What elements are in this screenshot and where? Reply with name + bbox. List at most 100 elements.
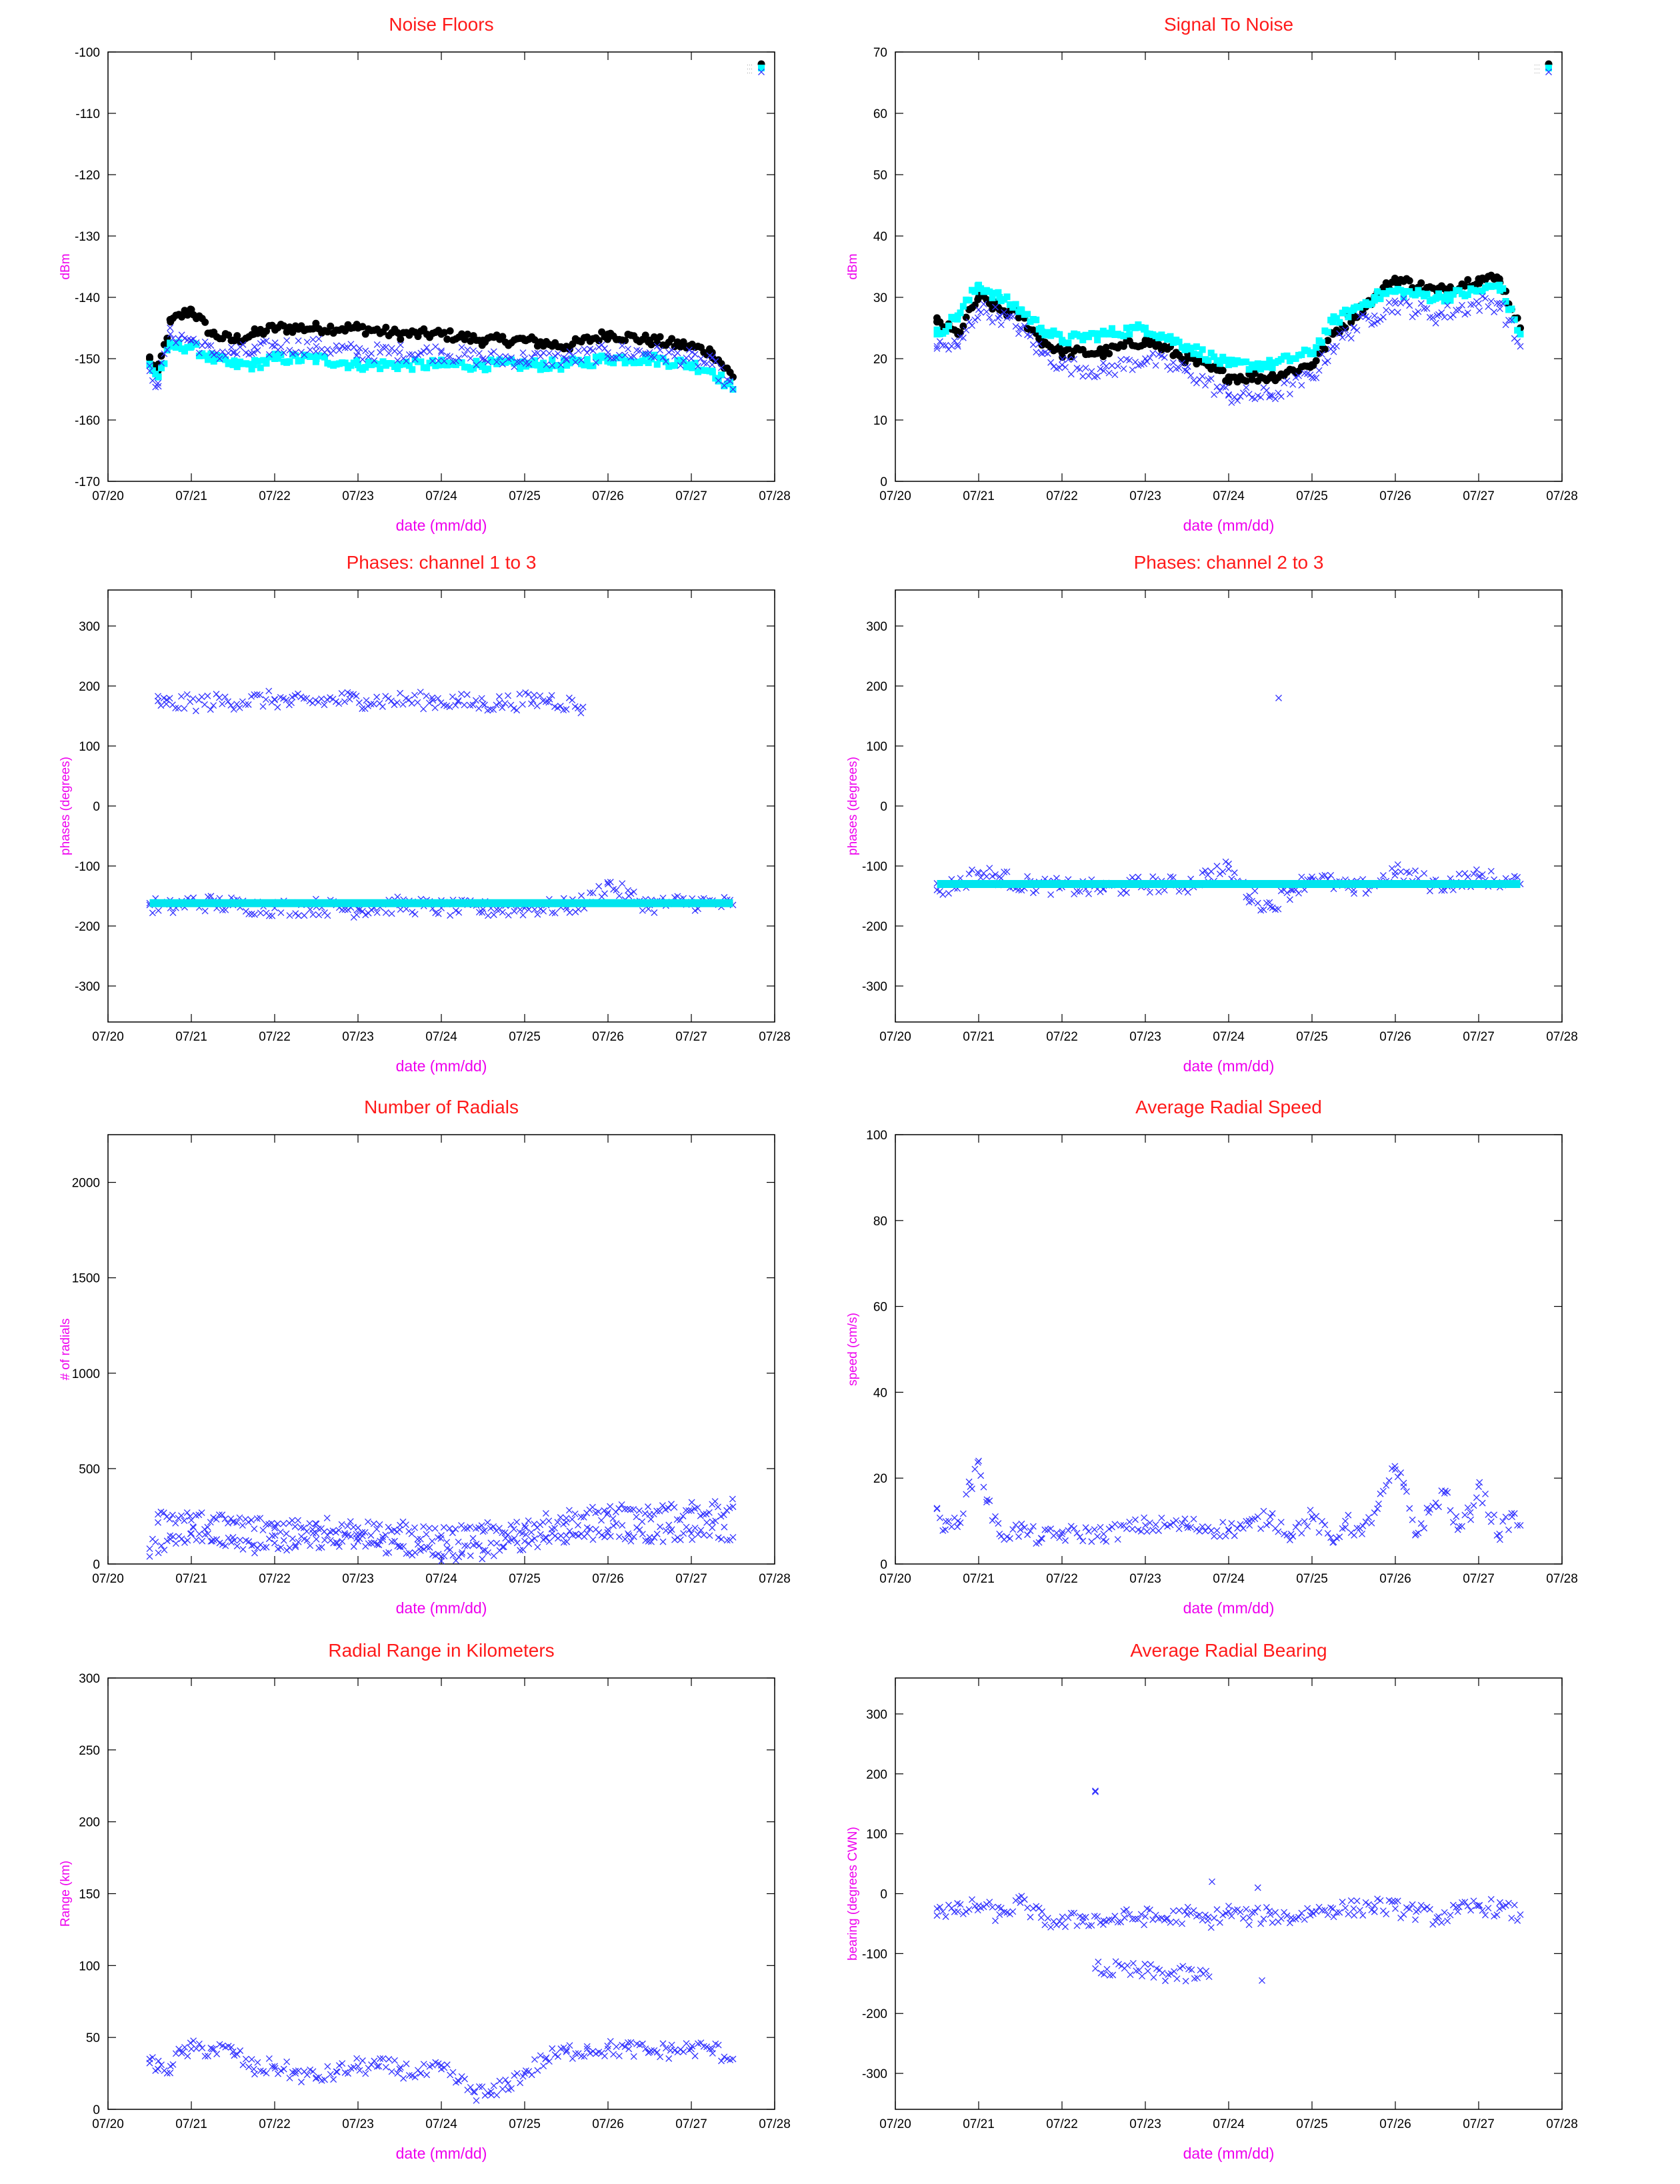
data-point [271,1525,278,1532]
data-point [350,1523,357,1531]
x-tick-label: 07/25 [1296,2117,1328,2131]
data-point [257,691,264,699]
data-point [359,705,366,712]
data-point [1327,1904,1335,1911]
data-point [1496,1905,1503,1912]
data-point [375,1541,383,1549]
data-point [1392,300,1399,307]
x-tick-label: 07/25 [509,489,541,503]
data-point [531,906,538,913]
data-point [391,701,398,709]
data-point [1283,352,1291,359]
data-point [1003,868,1011,875]
data-point [511,1535,518,1542]
data-point [700,1531,707,1539]
data-point [1181,367,1189,374]
data-point [986,314,993,321]
data-point [963,1908,970,1915]
data-point [245,1519,252,1526]
data-point [1056,1534,1063,1541]
data-point [1207,1924,1215,1931]
data-point [1196,1527,1203,1535]
data-point [525,1540,533,1547]
data-point [1123,1525,1130,1532]
data-point [356,345,363,352]
data-point [423,2071,431,2079]
data-point [951,337,958,345]
y-axis-label: dBm [59,253,73,279]
data-point [996,1911,1003,1918]
data-point [519,358,527,365]
x-tick-label: 07/26 [1379,489,1411,503]
data-point [1461,1899,1469,1905]
data-point [431,704,439,711]
chart-title: Average Radial Speed [1135,1097,1322,1117]
data-point [1461,282,1469,290]
data-point [1149,350,1157,357]
data-point [974,1459,981,1466]
data-point [1283,1912,1291,1919]
data-point [289,328,297,336]
data-point [1143,358,1151,365]
data-point [280,349,287,356]
data-point [160,1509,167,1517]
data-point [213,691,220,698]
data-point [1248,375,1256,383]
data-point [271,696,278,703]
data-point [350,2063,357,2071]
data-point [335,2062,343,2069]
data-point [645,1503,651,1511]
data-point [274,1520,281,1527]
data-point [1059,1913,1066,1921]
data-point [1502,1902,1509,1909]
data-point [283,696,290,703]
data-point [1196,1911,1203,1919]
data-point [1085,1528,1092,1535]
data-point [1438,293,1445,301]
data-point [595,883,603,890]
data-point [1114,1919,1121,1926]
data-point [280,1537,287,1544]
data-point [1021,1896,1028,1903]
data-point [1275,389,1282,397]
data-point [959,334,967,341]
data-point [490,348,497,355]
data-point [975,1457,982,1465]
data-point [1029,1523,1037,1530]
data-point [587,889,594,897]
data-point [1371,1902,1378,1909]
data-point [1313,344,1320,351]
data-point [619,342,626,349]
data-point [265,687,273,695]
data-point [178,1535,185,1543]
data-point [187,1530,194,1537]
data-point [1050,1918,1057,1925]
data-point [933,1505,941,1513]
data-point [1143,1528,1151,1535]
data-point [996,294,1003,301]
data-point [995,1520,1002,1527]
data-point [1003,1533,1011,1541]
data-point [589,347,597,354]
data-point [595,337,603,345]
data-point [435,910,442,917]
data-point [417,689,424,695]
data-point [490,1523,497,1530]
data-point [373,361,381,368]
data-point [1493,273,1501,281]
data-point [181,347,188,355]
data-point [1277,393,1285,400]
data-point [1092,1788,1099,1795]
data-point [525,361,533,368]
data-point [479,2083,486,2091]
y-tick-label: 2000 [72,1177,100,1191]
data-point [1309,350,1317,357]
data-point [1129,1915,1136,1923]
plot-frame [107,1677,775,2110]
data-point [167,331,174,338]
data-point [1094,1913,1101,1920]
data-point [438,1557,445,1565]
data-point [1003,293,1011,301]
data-point [1085,333,1092,341]
data-point [1126,1518,1133,1525]
